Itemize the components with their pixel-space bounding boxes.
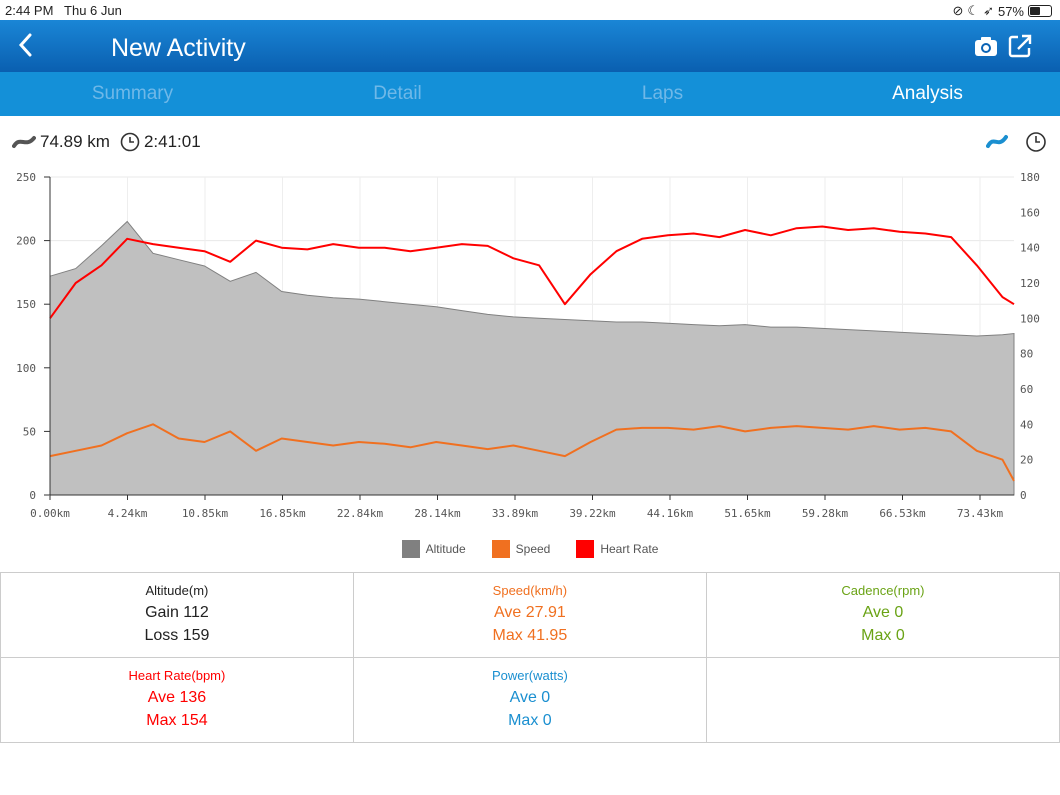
stat-line2: Loss 159: [144, 627, 210, 644]
y-right-tick-label: 100: [1020, 312, 1040, 325]
y-right-tick-label: 140: [1020, 242, 1040, 255]
legend-item-altitude[interactable]: Altitude: [401, 540, 466, 558]
stat-title: Heart Rate(bpm): [128, 668, 226, 683]
x-tick-label: 10.85km: [182, 507, 229, 520]
stat-title: Speed(km/h): [492, 583, 568, 598]
legend-label-speed: Speed: [515, 542, 551, 556]
stat-line1: Ave 27.91: [494, 604, 566, 621]
y-right-tick-label: 60: [1020, 383, 1033, 396]
stat-line2: Max 154: [146, 712, 208, 729]
series-heart-rate-line: [49, 225, 1015, 319]
nav-bar: New Activity: [0, 20, 1060, 72]
stat-cell-power: Power(watts) Ave 0 Max 0: [352, 657, 707, 743]
tab-analysis[interactable]: Analysis: [892, 83, 963, 104]
y-left-tick-label: 50: [23, 425, 36, 438]
battery-level: [1030, 7, 1041, 15]
y-right-tick-label: 20: [1020, 454, 1033, 467]
camera-button[interactable]: [972, 32, 1000, 60]
x-tick-label: 51.65km: [724, 507, 771, 520]
status-time: 2:44 PM: [5, 3, 54, 18]
status-bar: 2:44 PM Thu 6 Jun ⊘ ☾ ➶ 57%: [0, 0, 1060, 20]
clock-icon: [120, 132, 140, 152]
activity-summary: 74.89 km 2:41:01: [12, 130, 211, 154]
y-left-tick-label: 200: [16, 235, 36, 248]
time-axis-toggle[interactable]: [1025, 131, 1047, 153]
tab-detail[interactable]: Detail: [373, 83, 422, 104]
y-right-tick-label: 80: [1020, 348, 1033, 361]
share-icon: [1008, 34, 1032, 58]
y-right-tick-label: 180: [1020, 171, 1040, 184]
stat-cell-speed: Speed(km/h) Ave 27.91 Max 41.95: [352, 572, 707, 658]
tab-bar: Summary Detail Laps Analysis: [0, 72, 1060, 116]
stat-line2: Max 0: [861, 627, 905, 644]
stat-title: Cadence(rpm): [841, 583, 925, 598]
page-title: New Activity: [111, 34, 246, 62]
y-left-tick-label: 150: [16, 298, 36, 311]
legend-label-heart-rate: Heart Rate: [600, 542, 659, 556]
tab-laps[interactable]: Laps: [641, 83, 684, 104]
stat-line1: Ave 0: [862, 604, 904, 621]
x-tick-label: 39.22km: [569, 507, 616, 520]
camera-icon: [975, 37, 997, 56]
chart-legend: Altitude Speed Heart Rate: [0, 540, 1060, 558]
stat-line2: Max 41.95: [492, 627, 568, 644]
stat-title: Power(watts): [491, 668, 568, 683]
x-tick-label: 4.24km: [108, 507, 148, 520]
status-right: ⊘ ☾ ➶ 57%: [952, 3, 1052, 19]
stat-line1: Ave 136: [147, 689, 207, 706]
clock-icon: [1026, 132, 1046, 152]
stat-cell-empty: [705, 657, 1060, 743]
legend-swatch-heart-rate: [576, 540, 595, 558]
x-tick-label: 59.28km: [802, 507, 849, 520]
y-left-tick-label: 0: [29, 489, 36, 502]
distance-axis-toggle[interactable]: [986, 131, 1008, 153]
distance-icon: [986, 135, 1008, 148]
legend-swatch-altitude: [401, 540, 420, 558]
location-icon: ➶: [983, 3, 994, 18]
battery-icon: [1028, 5, 1052, 17]
share-button[interactable]: [1006, 32, 1034, 60]
back-button[interactable]: [14, 30, 38, 60]
stats-table: Altitude(m) Gain 112 Loss 159 Speed(km/h…: [0, 572, 1060, 743]
x-tick-label: 44.16km: [647, 507, 694, 520]
legend-item-speed[interactable]: Speed: [491, 540, 551, 558]
legend-label-altitude: Altitude: [425, 542, 466, 556]
stat-cell-heart-rate: Heart Rate(bpm) Ave 136 Max 154: [0, 657, 354, 743]
status-date: Thu 6 Jun: [64, 3, 122, 18]
moon-icon: ☾: [967, 3, 980, 18]
tab-summary[interactable]: Summary: [91, 83, 174, 104]
y-left-tick-label: 250: [16, 171, 36, 184]
x-tick-label: 22.84km: [337, 507, 384, 520]
stat-line2: Max 0: [508, 712, 552, 729]
x-tick-label: 66.53km: [879, 507, 926, 520]
stat-line1: Gain 112: [145, 604, 209, 621]
y-right-tick-label: 0: [1020, 489, 1027, 502]
stat-cell-cadence: Cadence(rpm) Ave 0 Max 0: [705, 572, 1060, 658]
distance-icon: [12, 136, 36, 148]
x-tick-label: 0.00km: [30, 507, 70, 520]
status-time-date: 2:44 PM Thu 6 Jun: [5, 3, 122, 18]
y-right-tick-label: 120: [1020, 277, 1040, 290]
x-tick-label: 16.85km: [259, 507, 306, 520]
analysis-chart: 0 50 100 150 200 250 0 20 40 60 80 100 120 140 160 180 0…: [16, 171, 1040, 520]
link-icon: ⊘: [952, 3, 964, 18]
stat-line1: Ave 0: [509, 689, 551, 706]
x-tick-label: 73.43km: [957, 507, 1004, 520]
x-tick-label: 28.14km: [414, 507, 461, 520]
duration-value: 2:41:01: [143, 132, 201, 151]
y-right-tick-label: 160: [1020, 206, 1040, 219]
y-right-tick-label: 40: [1020, 418, 1033, 431]
legend-item-heart-rate[interactable]: Heart Rate: [576, 540, 658, 558]
series-altitude-area: [49, 220, 1015, 496]
series-speed-line: [49, 423, 1015, 482]
battery-percent: 57%: [997, 3, 1024, 19]
distance-value: 74.89 km: [40, 132, 110, 151]
chevron-left-icon: [18, 33, 32, 57]
x-tick-label: 33.89km: [492, 507, 539, 520]
stat-title: Altitude(m): [145, 583, 209, 598]
stat-cell-altitude: Altitude(m) Gain 112 Loss 159: [0, 572, 354, 658]
legend-swatch-speed: [491, 540, 510, 558]
y-left-tick-label: 100: [16, 362, 36, 375]
